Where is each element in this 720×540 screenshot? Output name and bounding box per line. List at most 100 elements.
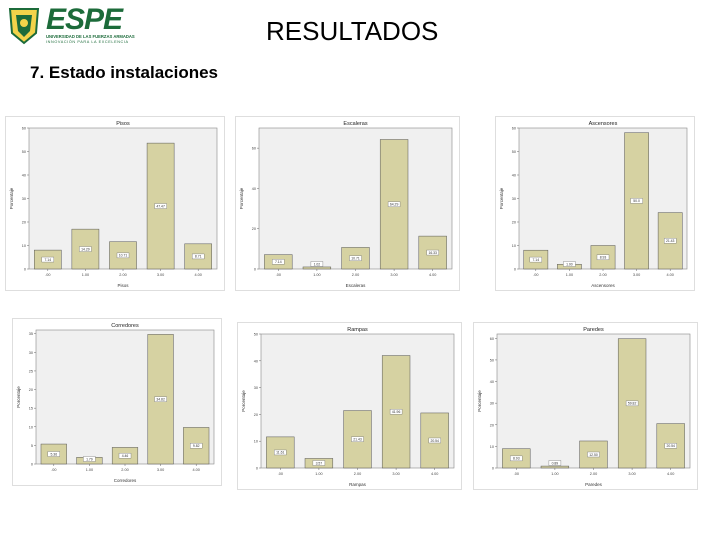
y-tick-label: 0 xyxy=(31,463,33,467)
data-label: 7.14 xyxy=(44,258,51,262)
y-tick-label: 50 xyxy=(22,150,26,154)
data-label: 50.0 xyxy=(633,199,640,203)
data-label: 4.46 xyxy=(122,454,129,458)
data-label: 21.43 xyxy=(666,239,675,243)
y-tick-label: 40 xyxy=(254,359,258,363)
chart-paredes: Paredes Paredes Porcentaje 0 10 20 30 40 50 60 8.9… xyxy=(473,322,698,490)
x-tick-label: 2.00 xyxy=(119,273,126,277)
data-label: 16.33 xyxy=(428,251,437,255)
y-tick-label: 10 xyxy=(22,244,26,248)
chart-rampas: Rampas Rampas Porcentaje 0 10 20 30 40 50 11.61 .0… xyxy=(237,322,462,490)
data-label-box xyxy=(596,254,610,260)
y-tick-label: 0 xyxy=(254,268,256,272)
x-tick-label: 1.00 xyxy=(82,273,89,277)
x-tick-label: 3.00 xyxy=(390,273,397,277)
data-label-box xyxy=(428,437,441,444)
data-label-box xyxy=(349,255,362,261)
data-label: 10.71 xyxy=(351,257,360,261)
data-label: 20.54 xyxy=(430,439,439,443)
y-tick-label: 40 xyxy=(22,174,26,178)
page-title: RESULTADOS xyxy=(266,16,439,46)
y-tick-label: 60 xyxy=(512,127,516,131)
y-tick-label: 60 xyxy=(22,127,26,131)
data-label-box xyxy=(41,256,54,263)
chart-svg: Rampas Rampas Porcentaje 0 10 20 30 40 50 11.61 .0… xyxy=(237,322,462,490)
chart-title: Paredes xyxy=(583,327,604,333)
x-tick-label: 3.00 xyxy=(157,468,164,472)
y-tick-label: 40 xyxy=(490,380,494,384)
y-tick-label: 5 xyxy=(31,444,33,448)
y-tick-label: 0 xyxy=(492,467,494,471)
chart-svg: Pisos Pisos Porcentaje 0 10 20 30 40 50 60 7.14 .00… xyxy=(5,116,225,291)
data-label-box xyxy=(389,409,403,415)
y-tick-label: 30 xyxy=(22,197,26,201)
y-axis-label: Porcentaje xyxy=(241,390,246,412)
y-tick-label: 10 xyxy=(512,244,516,248)
data-label-box xyxy=(272,259,285,265)
bar xyxy=(302,266,332,270)
y-axis-label: Porcentaje xyxy=(239,187,244,209)
data-label-box xyxy=(116,252,130,259)
data-label: 47.47 xyxy=(156,204,165,208)
y-tick-label: 40 xyxy=(512,174,516,178)
x-tick-label: .00 xyxy=(45,273,50,277)
chart-title: Ascensores xyxy=(589,121,618,127)
logo-name: ESPE xyxy=(46,3,123,36)
data-label-box xyxy=(47,451,60,457)
y-tick-label: 20 xyxy=(490,423,494,427)
x-tick-label: 2.00 xyxy=(352,273,359,277)
y-tick-label: 20 xyxy=(252,227,256,231)
data-label-box xyxy=(587,451,600,458)
y-tick-label: 10 xyxy=(29,425,33,429)
y-axis-label: Porcentaje xyxy=(499,187,504,209)
chart-title: Escaleras xyxy=(343,121,367,127)
y-tick-label: 40 xyxy=(252,187,256,191)
bar xyxy=(266,436,295,469)
x-tick-label: 2.00 xyxy=(354,472,361,476)
x-tick-label: 2.00 xyxy=(590,472,597,476)
y-tick-label: 50 xyxy=(254,333,258,337)
chart-svg: Paredes Paredes Porcentaje 0 10 20 30 40 50 60 8.9… xyxy=(473,322,698,490)
data-label: 20.54 xyxy=(666,444,675,448)
data-label: 11.61 xyxy=(276,451,284,455)
y-tick-label: 15 xyxy=(29,407,33,411)
data-label: 14.29 xyxy=(81,247,90,251)
chart-svg: Corredores Corredores Porcentaje 0 5 10 15 20 25… xyxy=(12,318,222,486)
data-label-box xyxy=(387,201,401,207)
data-label-box xyxy=(426,249,439,256)
x-tick-label: 3.00 xyxy=(392,472,399,476)
x-tick-label: 4.00 xyxy=(667,472,674,476)
y-axis-label: Porcentaje xyxy=(16,386,21,408)
y-axis-label: Porcentaje xyxy=(9,187,14,209)
data-label-box xyxy=(312,460,326,466)
y-tick-label: 60 xyxy=(252,147,256,151)
x-axis-label: Rampas xyxy=(349,482,367,487)
data-label-box xyxy=(191,253,205,260)
x-tick-label: .00 xyxy=(51,468,56,472)
data-label-box xyxy=(310,261,324,267)
data-label-box xyxy=(189,443,203,449)
y-tick-label: 20 xyxy=(254,413,258,417)
y-tick-label: 10 xyxy=(254,440,258,444)
x-tick-label: 2.00 xyxy=(121,468,128,472)
x-tick-label: 4.00 xyxy=(193,468,200,472)
data-label: 10.71 xyxy=(119,254,128,258)
data-label: 41.96 xyxy=(392,410,401,414)
data-label-box xyxy=(274,449,287,456)
data-label: 8.93 xyxy=(513,457,520,461)
data-label: 8.71 xyxy=(195,255,202,259)
data-label: 0.89 xyxy=(552,461,559,465)
chart-title: Pisos xyxy=(116,121,130,127)
x-tick-label: 1.00 xyxy=(315,472,322,476)
data-label: 8.93 xyxy=(600,256,607,260)
x-axis-label: Ascensores xyxy=(591,283,615,288)
y-tick-label: 50 xyxy=(490,358,494,362)
x-tick-label: 4.00 xyxy=(667,273,674,277)
x-tick-label: 1.00 xyxy=(86,468,93,472)
data-label-box xyxy=(563,261,576,267)
x-tick-label: 1.00 xyxy=(313,273,320,277)
x-tick-label: 4.00 xyxy=(195,273,202,277)
x-axis-label: Pisos xyxy=(117,283,129,288)
data-label: 1.00 xyxy=(566,262,573,266)
x-tick-label: .00 xyxy=(276,273,281,277)
